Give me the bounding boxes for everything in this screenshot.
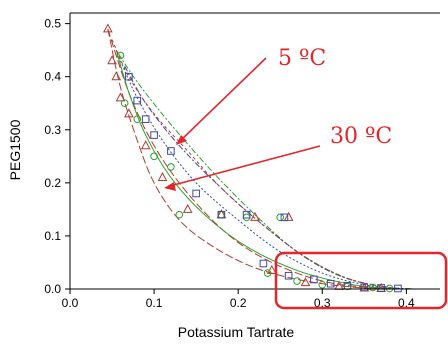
square-point [280, 213, 289, 222]
annotation-30c-label: 30 ºC [330, 124, 392, 149]
y-tick-label: 0.4 [44, 70, 61, 84]
fit-curve [111, 39, 415, 290]
x-tick-label: 0.0 [62, 296, 79, 310]
circle-point [263, 269, 272, 277]
square-point [217, 210, 226, 219]
square-point [141, 115, 150, 123]
circle-point [167, 163, 175, 171]
fit-curve [119, 60, 399, 290]
highlight-box [274, 251, 448, 310]
annotation-5c: 5 ºC [176, 46, 326, 145]
square-point [310, 275, 318, 284]
circle-point [276, 213, 285, 222]
x-axis-title: Potassium Tartrate [178, 324, 295, 340]
square-point [284, 271, 293, 280]
triangle-point [250, 211, 260, 221]
circle-point [368, 283, 377, 292]
x-ticks: 0.0 0.1 0.2 0.3 0.4 [62, 289, 415, 310]
square-point [360, 283, 369, 292]
axes [69, 12, 440, 290]
x-tick-label: 0.3 [314, 296, 331, 310]
circle-point [318, 280, 327, 289]
circle-point [293, 277, 301, 285]
square-point [133, 96, 142, 105]
triangle-point [103, 23, 113, 33]
square-point [394, 284, 402, 293]
square-point [150, 131, 158, 139]
x-tick-label: 0.1 [146, 296, 163, 310]
y-tick-label: 0.0 [44, 282, 61, 296]
triangle-point [266, 264, 277, 274]
y-ticks: 0.0 0.1 0.2 0.3 0.4 0.5 [44, 17, 70, 296]
triangle-point [124, 108, 134, 118]
y-tick-label: 0.5 [44, 17, 61, 31]
triangle-point [182, 203, 193, 213]
circle-point [133, 115, 142, 123]
y-tick-label: 0.1 [44, 229, 61, 243]
annotation-5c-label: 5 ºC [278, 46, 326, 71]
square-point [326, 279, 335, 288]
triangle-point [300, 277, 311, 287]
triangle-point [140, 140, 151, 150]
data-points [103, 23, 402, 293]
y-tick-label: 0.2 [44, 176, 61, 190]
annotation-5c-arrowhead [176, 135, 187, 145]
square-point [377, 284, 385, 292]
annotation-30c-arrowhead [164, 182, 176, 191]
circle-point [116, 51, 125, 60]
triangle-point [107, 55, 117, 65]
circle-point [385, 284, 394, 293]
annotation-5c-arrow [179, 57, 267, 142]
square-point [192, 189, 200, 198]
circle-point [175, 210, 184, 219]
square-point [125, 72, 133, 81]
y-tick-label: 0.3 [44, 123, 61, 137]
triangle-point [111, 71, 122, 81]
annotation-30c: 30 ºC [164, 124, 392, 191]
square-point [259, 259, 268, 268]
y-axis-title: PEG1500 [7, 119, 23, 180]
triangle-point [157, 171, 168, 182]
plot-area [70, 13, 440, 289]
circle-point [120, 99, 129, 108]
x-tick-label: 0.4 [398, 296, 415, 310]
fit-curve [107, 28, 390, 290]
square-point [167, 147, 175, 155]
circle-point [150, 152, 158, 161]
x-tick-label: 0.2 [230, 296, 247, 310]
fit-curve [115, 49, 415, 290]
annotation-30c-arrow [169, 145, 321, 187]
triangle-point [115, 92, 126, 102]
square-point [242, 210, 251, 219]
triangle-point [283, 211, 294, 221]
